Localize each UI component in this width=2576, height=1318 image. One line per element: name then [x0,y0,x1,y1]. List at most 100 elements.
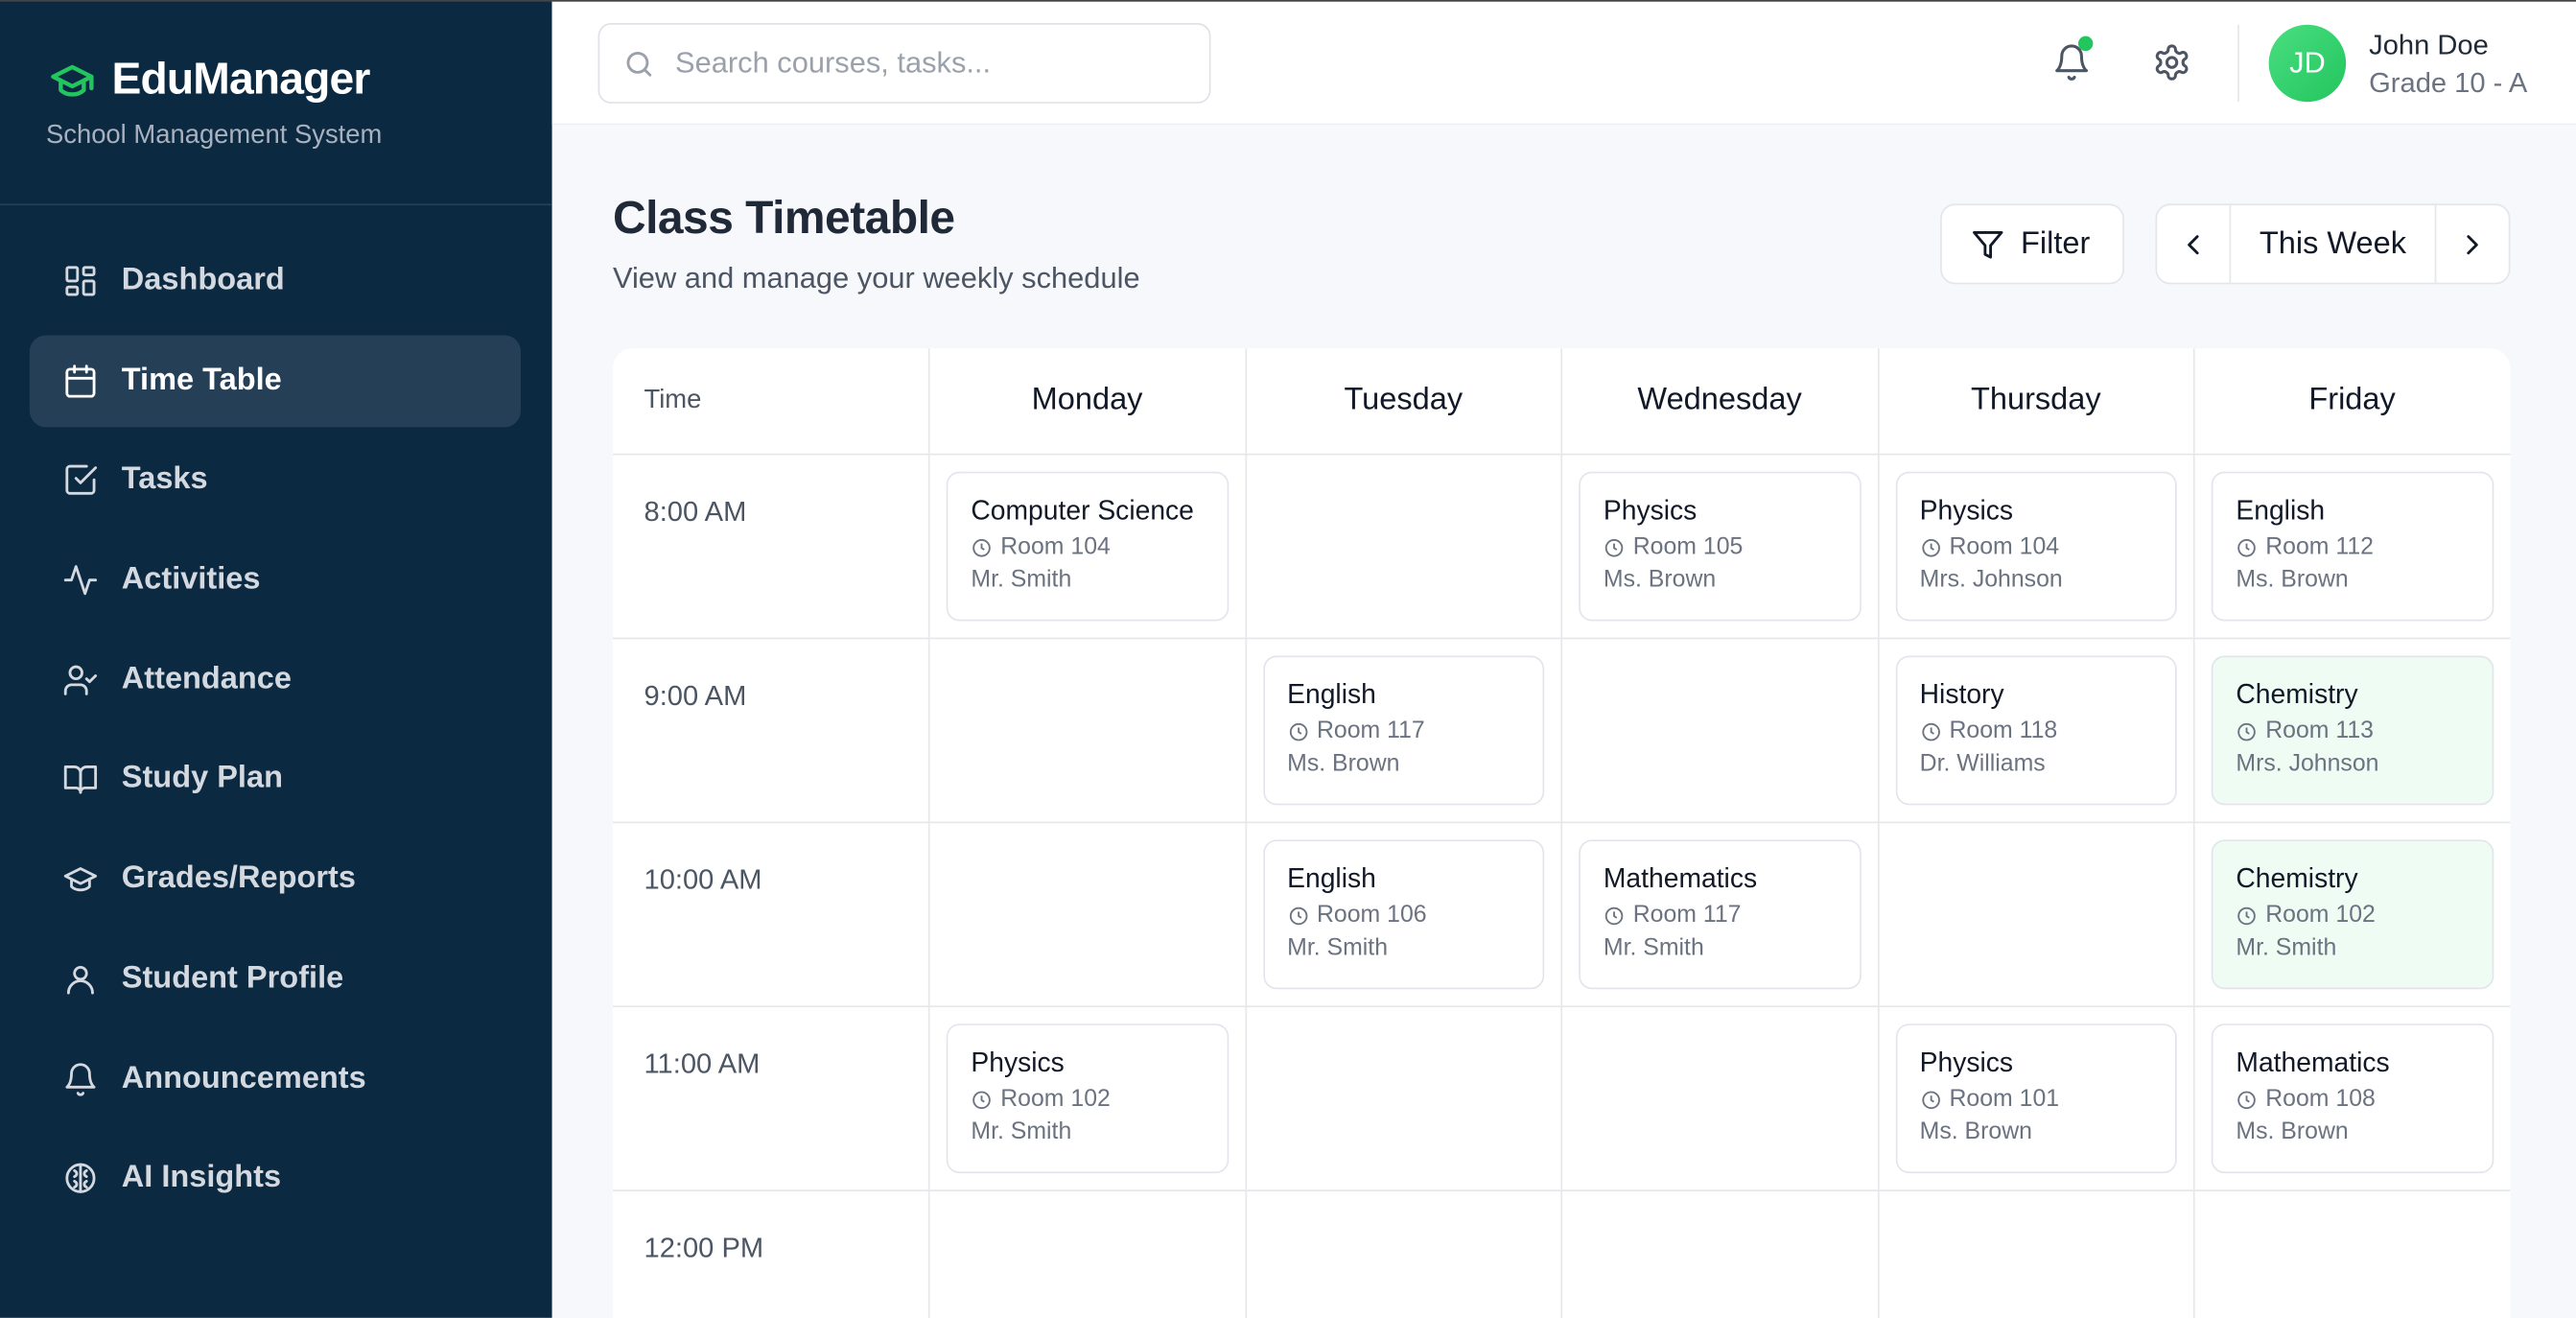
sidebar-item-attendance[interactable]: Attendance [30,634,521,726]
time-label: 12:00 PM [644,1232,764,1264]
class-room: Room 106 [1316,902,1427,929]
class-teacher: Ms. Brown [2236,1118,2349,1145]
timetable-cell[interactable] [927,823,1245,1006]
clock-icon [1604,906,1624,925]
class-teacher: Mrs. Johnson [2236,750,2379,778]
class-teacher: Mr. Smith [1287,934,1389,962]
class-subject: Physics [1919,1047,2014,1078]
class-subject: Chemistry [2236,680,2358,711]
sidebar-item-label: Activities [121,561,261,597]
timetable-cell[interactable] [1560,1190,1877,1318]
clock-icon [972,538,991,556]
timetable-cell[interactable] [927,1190,1245,1318]
time-row: 11:00 AM Physics Room 102 Mr. Smith Physics R… [612,1007,2511,1191]
sidebar: EduManager School Management System Dash… [0,0,552,1318]
sidebar-item-label: Time Table [121,363,282,398]
page-description: View and manage your weekly schedule [612,261,1140,294]
app-name: EduManager [111,54,370,104]
sidebar-item-label: Tasks [121,461,208,497]
timetable-cell: Mathematics Room 117 Mr. Smith [1560,823,1877,1006]
class-card[interactable]: Physics Room 105 Ms. Brown [1579,471,1861,622]
clock-icon [1921,722,1940,741]
sidebar-item-label: Dashboard [121,263,285,298]
timetable-cell[interactable] [1244,455,1561,638]
user-grade: Grade 10 - A [2369,67,2528,99]
class-room: Room 117 [1632,902,1742,929]
timetable-cell[interactable] [927,639,1245,822]
timetable-cell[interactable] [1244,1007,1561,1190]
time-label: 9:00 AM [644,680,747,712]
class-card[interactable]: Physics Room 104 Mrs. Johnson [1894,471,2177,622]
class-subject: English [2236,496,2326,527]
sidebar-item-label: Attendance [121,661,293,696]
day-header-tuesday: Tuesday [1244,348,1561,454]
notification-dot [2077,35,2094,52]
timetable-cell[interactable] [2192,1190,2510,1318]
class-card[interactable]: Physics Room 101 Ms. Brown [1894,1024,2177,1174]
class-subject: Physics [971,1047,1065,1078]
class-card[interactable]: Computer Science Room 104 Mr. Smith [946,471,1229,622]
timetable-cell: Physics Room 104 Mrs. Johnson [1877,455,2193,638]
class-card[interactable]: English Room 112 Ms. Brown [2211,471,2494,622]
sidebar-item-tasks[interactable]: Tasks [30,435,521,527]
class-card[interactable]: Mathematics Room 108 Ms. Brown [2211,1024,2494,1174]
class-teacher: Ms. Brown [1287,750,1400,778]
timetable-cell: English Room 117 Ms. Brown [1244,639,1561,822]
current-week-button[interactable]: This Week [2229,205,2437,283]
avatar[interactable]: JD [2268,24,2347,103]
timetable-cell[interactable] [1877,1190,2193,1318]
sidebar-item-announcements[interactable]: Announcements [30,1033,521,1125]
day-header-thursday: Thursday [1877,348,2193,454]
previous-week-button[interactable] [2157,205,2229,283]
class-subject: Mathematics [1603,864,1758,894]
class-card[interactable]: Chemistry Room 102 Mr. Smith [2211,839,2494,990]
topbar: JD John Doe Grade 10 - A [551,0,2576,126]
timetable-cell[interactable] [1560,1007,1877,1190]
sidebar-item-ai-insights[interactable]: AI Insights [30,1133,521,1225]
class-card[interactable]: Physics Room 102 Mr. Smith [946,1024,1229,1174]
timetable-cell[interactable] [1244,1190,1561,1318]
class-room: Room 104 [1949,533,2060,561]
filter-button[interactable]: Filter [1940,203,2124,285]
logo: EduManager [46,55,370,106]
timetable-cell[interactable] [1560,639,1877,822]
divider [0,203,552,206]
dashboard-icon [65,266,96,296]
day-header-wednesday: Wednesday [1560,348,1877,454]
sidebar-item-dashboard[interactable]: Dashboard [30,235,521,327]
search-input[interactable] [675,45,1168,81]
sidebar-item-student-profile[interactable]: Student Profile [30,933,521,1025]
class-card[interactable]: English Room 117 Ms. Brown [1262,655,1545,806]
sidebar-item-grades-reports[interactable]: Grades/Reports [30,834,521,926]
class-subject: Computer Science [971,496,1194,527]
day-header-monday: Monday [927,348,1245,454]
class-card[interactable]: History Room 118 Dr. Williams [1894,655,2177,806]
week-navigator: This Week [2155,203,2511,285]
class-card[interactable]: English Room 106 Mr. Smith [1262,839,1545,990]
sidebar-item-time-table[interactable]: Time Table [29,334,522,427]
user-check-icon [63,665,98,695]
search-icon [626,51,652,76]
gear-icon [2155,44,2189,81]
timetable-cell: Computer Science Room 104 Mr. Smith [927,455,1245,638]
next-week-button[interactable] [2436,205,2508,283]
notifications-button[interactable] [2047,35,2096,86]
class-room: Room 117 [1316,718,1425,744]
sidebar-item-activities[interactable]: Activities [30,534,521,626]
sidebar-item-study-plan[interactable]: Study Plan [30,734,521,826]
timetable-cell: Chemistry Room 113 Mrs. Johnson [2192,639,2510,822]
clock-icon [972,1090,991,1109]
sidebar-item-label: Study Plan [121,761,283,796]
class-card[interactable]: Mathematics Room 117 Mr. Smith [1579,839,1861,990]
class-card[interactable]: Chemistry Room 113 Mrs. Johnson [2211,655,2494,806]
time-row: 8:00 AM Computer Science Room 104 Mr. Smith… [612,455,2511,640]
page-title: Class Timetable [612,192,955,244]
class-subject: English [1287,864,1376,894]
settings-button[interactable] [2147,37,2196,86]
clock-icon [2237,906,2256,925]
class-room: Room 102 [1000,1086,1111,1113]
timetable-cell[interactable] [1877,823,2193,1006]
class-room: Room 105 [1632,533,1744,561]
class-room: Room 104 [1000,533,1111,561]
clock-icon [2237,1090,2256,1109]
